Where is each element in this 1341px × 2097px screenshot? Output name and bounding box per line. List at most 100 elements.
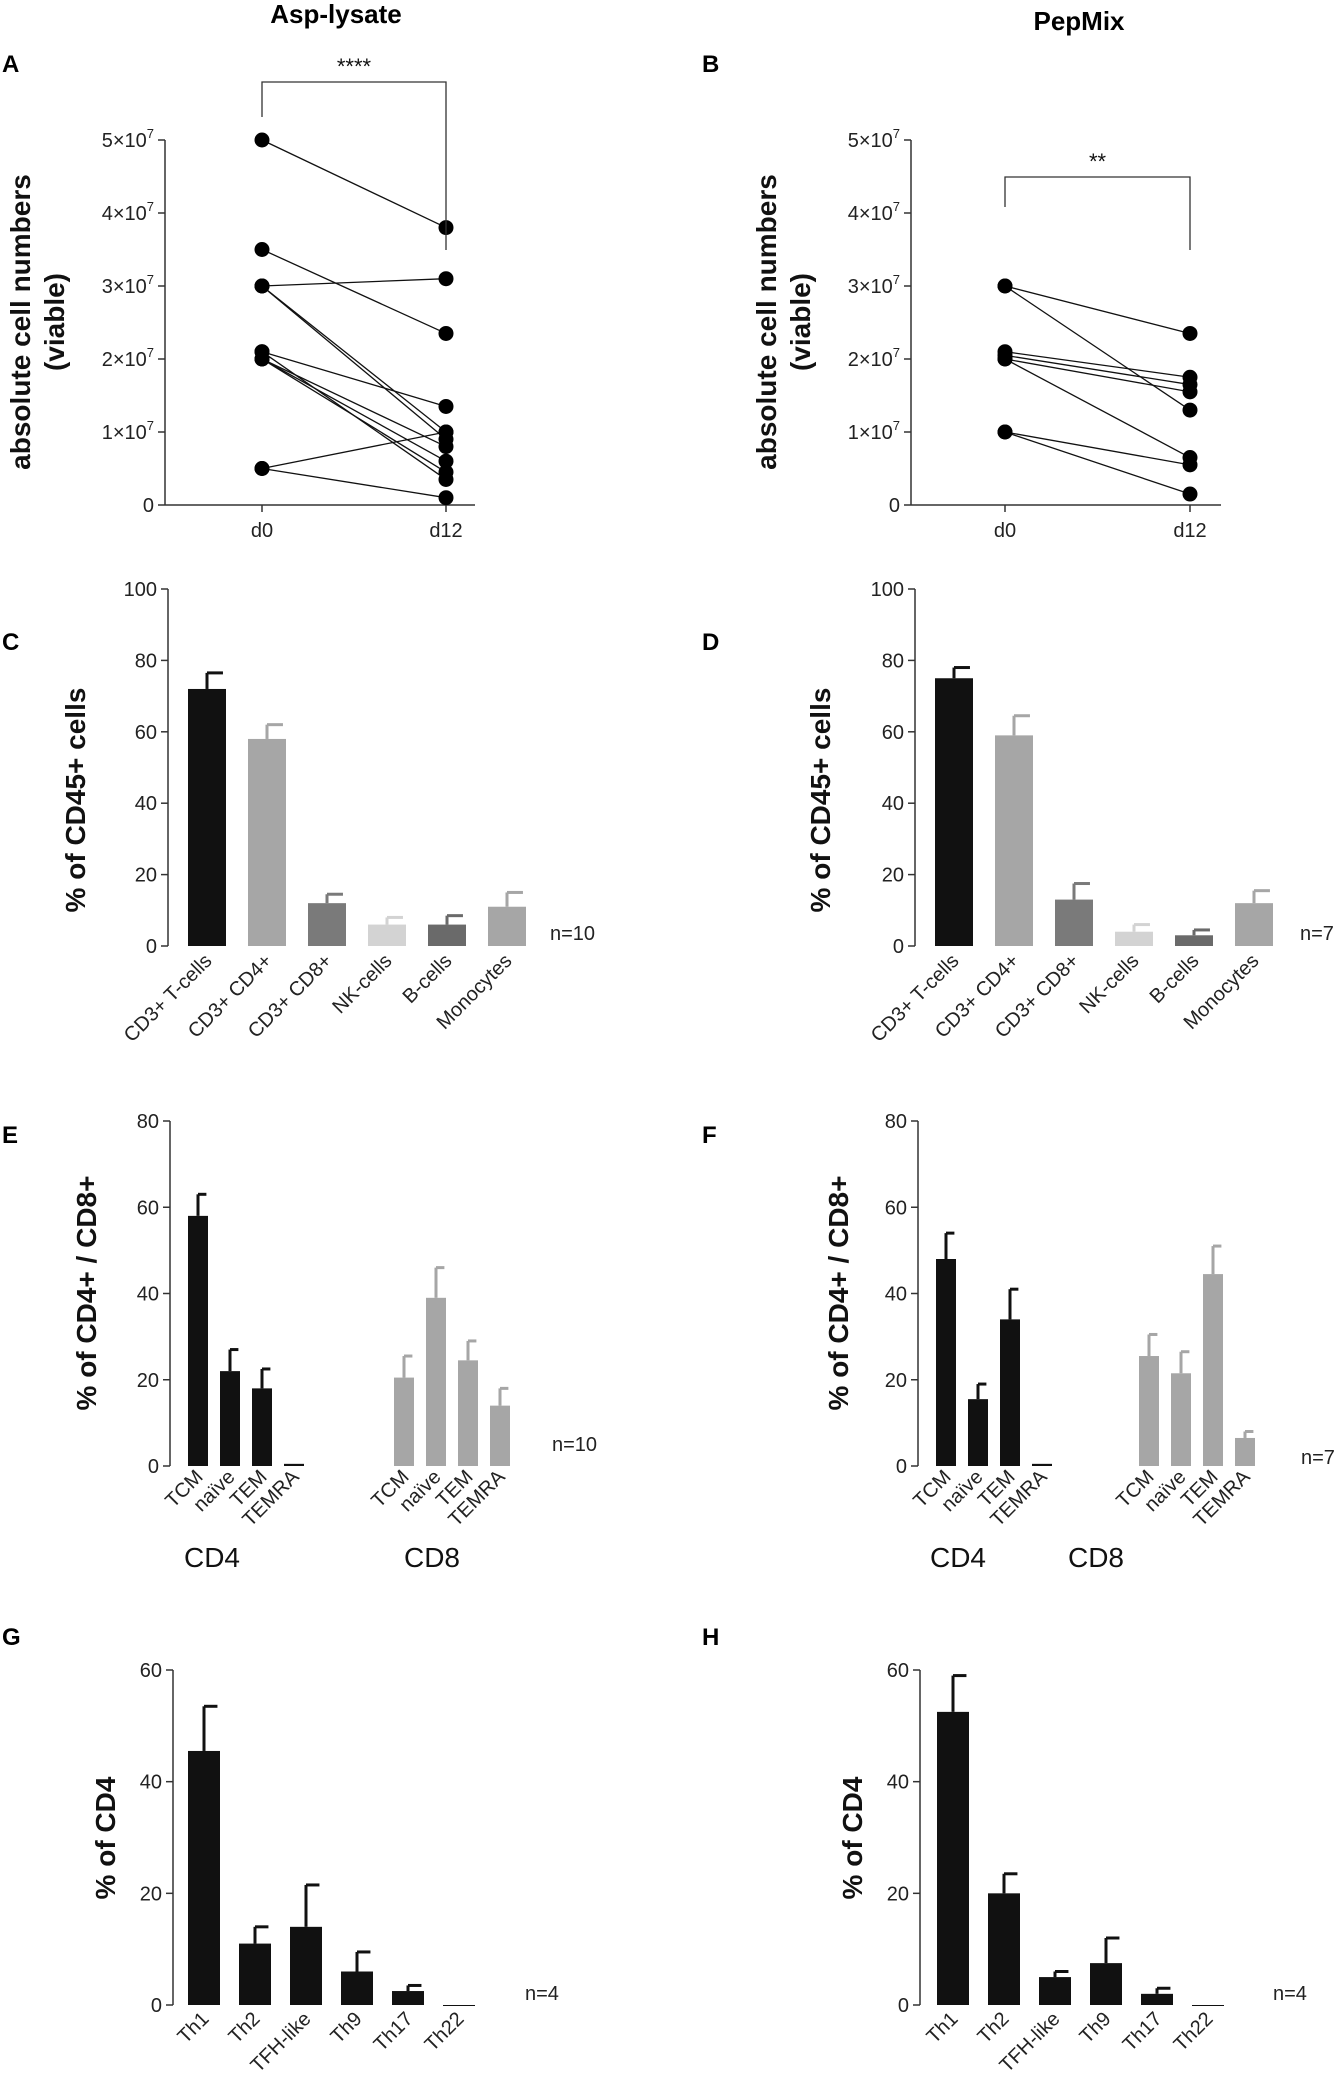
chart-b-pepmix-cell-numbers: 0 1×107 2×107 3×107 4×107 5×107 absolute cell … [751,126,1221,542]
paired-line [1004,431,1191,495]
y-axis-label: % of CD45+ cells [60,688,91,913]
y-axis-label: % of CD4+ / CD8+ [71,1176,102,1411]
y-tick-label: 40 [882,793,904,815]
data-point-d12 [438,325,454,341]
y-tick-label: 100 [124,579,157,601]
paired-line [261,358,447,448]
y-tick-label: 0 [893,936,904,958]
bar [1032,1463,1052,1466]
bar [220,1371,240,1466]
y-axis-label: absolute cell numbers [751,174,782,470]
y-tick-label: 0 [896,1456,907,1478]
y-tick-label: 40 [885,1284,907,1306]
y-tick-label: 60 [887,1660,909,1682]
x-tick-label: d12 [1173,520,1206,542]
y-tick-label: 0 [151,1995,162,2017]
bar [252,1388,272,1466]
significance-bracket [1004,176,1191,250]
x-category-label: Th2 [225,2008,265,2048]
group-label: CD8 [1068,1542,1124,1573]
panel-letter: B [702,51,719,78]
y-tick-label: 2×107 [848,345,900,371]
y-tick-label: 3×107 [848,272,900,298]
y-tick-label: 60 [140,1660,162,1682]
bar [248,738,286,946]
x-category-label: Th2 [974,2008,1014,2048]
bar [488,906,526,946]
x-category-label: NK-cells [1075,950,1143,1018]
panel-letter: A [2,51,19,78]
bar [988,1893,1020,2005]
data-point-d12 [1182,325,1198,341]
y-axis-label: % of CD4+ / CD8+ [823,1176,854,1411]
x-category-label: Th17 [370,2008,418,2056]
bar [188,688,226,946]
y-tick-label: 60 [882,722,904,744]
paired-line [1004,351,1191,378]
bar [1115,931,1153,946]
y-tick-label: 0 [148,1456,159,1478]
data-point-d12 [438,490,454,506]
bar [284,1463,304,1466]
bar [188,1750,220,2005]
y-tick-label: 80 [135,650,157,672]
bar [239,1943,271,2005]
x-category-label: Th9 [327,2008,367,2048]
y-axis-label: % of CD4 [90,1776,121,1899]
panel-letter: H [702,1624,719,1651]
y-tick-label: 60 [137,1197,159,1219]
panel-letter: C [2,629,19,656]
sample-size-label: n=4 [525,1983,559,2005]
paired-line [261,351,447,408]
group-label: CD4 [184,1542,240,1573]
y-tick-label: 20 [140,1883,162,1905]
y-axis-label: (viable) [785,273,816,371]
data-point-d12 [438,439,454,455]
bar [458,1360,478,1466]
y-tick-label: 40 [887,1772,909,1794]
y-tick-label: 0 [889,495,900,517]
x-category-label: Th1 [923,2008,963,2048]
paired-line [1004,431,1191,466]
paired-line [1004,285,1191,411]
x-tick-label: d12 [429,520,462,542]
y-tick-label: 80 [882,650,904,672]
sample-size-label: n=4 [1273,1983,1307,2005]
bar [1235,903,1273,946]
bar [428,924,466,946]
y-axis-label: (viable) [39,273,70,371]
paired-line [1004,354,1191,386]
y-axis-label: % of CD45+ cells [805,688,836,913]
y-axis-label: % of CD4 [837,1776,868,1899]
data-point-d12 [1182,384,1198,400]
y-axis-label: absolute cell numbers [5,174,36,470]
data-point-d0 [254,461,270,476]
x-tick-label: d0 [994,520,1016,542]
bar [341,1971,373,2005]
data-point-d0 [997,424,1013,440]
sample-size-label: n=10 [552,1434,597,1456]
y-tick-label: 0 [143,495,154,517]
panel-letter: G [2,1624,21,1651]
data-point-d0 [254,242,270,257]
data-point-d12 [438,424,454,440]
x-category-label: NK-cells [328,950,396,1018]
y-tick-label: 1×107 [848,418,900,444]
chart-a-asp-lysate-cell-numbers: 0 1×107 2×107 3×107 4×107 5×107 absolute cell … [5,54,475,542]
paired-line [261,431,447,470]
y-tick-label: 0 [898,1995,909,2017]
bar [1055,899,1093,946]
data-point-d12 [1182,457,1198,473]
y-tick-label: 60 [135,722,157,744]
bar [1203,1274,1223,1466]
sample-size-label: n=7 [1301,1447,1335,1469]
bar [1171,1373,1191,1466]
y-tick-label: 3×107 [102,272,154,298]
paired-line [261,248,447,335]
y-tick-label: 5×107 [848,126,900,152]
bar [1139,1356,1159,1466]
y-tick-label: 40 [137,1284,159,1306]
